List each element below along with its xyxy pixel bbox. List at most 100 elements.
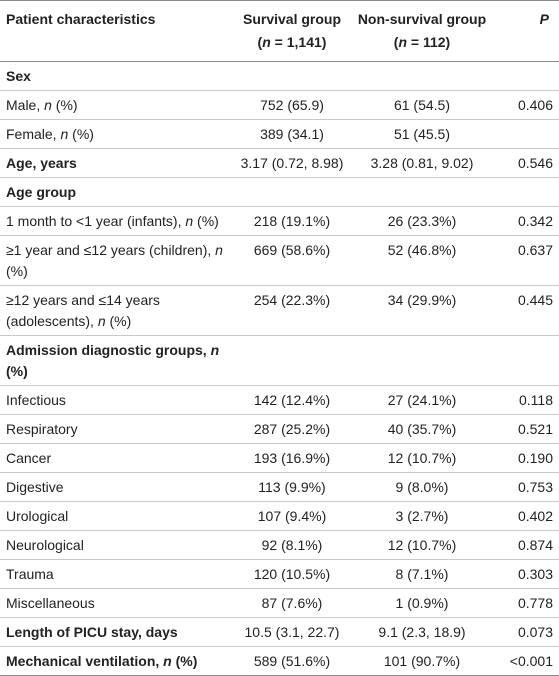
header-survival-n: (n = 1,141)	[232, 30, 352, 62]
table-row: Age group	[0, 177, 559, 207]
non-survival-value: 51 (45.5)	[352, 119, 492, 149]
p-value: 0.406	[492, 90, 559, 120]
table-row: Female, n (%) 389 (34.1) 51 (45.5)	[0, 119, 559, 149]
p-value	[492, 61, 559, 91]
row-label: Female, n (%)	[0, 119, 232, 149]
survival-value: 113 (9.9%)	[232, 472, 352, 502]
survival-value: 193 (16.9%)	[232, 443, 352, 473]
survival-value: 669 (58.6%)	[232, 235, 352, 286]
non-survival-value: 12 (10.7%)	[352, 443, 492, 473]
survival-value: 87 (7.6%)	[232, 588, 352, 618]
row-label: Digestive	[0, 472, 232, 502]
p-value: 0.118	[492, 385, 559, 415]
p-value: 0.778	[492, 588, 559, 618]
non-survival-value: 40 (35.7%)	[352, 414, 492, 444]
non-survival-value	[352, 177, 492, 207]
table-row: Cancer 193 (16.9%) 12 (10.7%) 0.190	[0, 443, 559, 473]
header-blank-p	[492, 30, 559, 62]
non-survival-value	[352, 61, 492, 91]
table-row: Male, n (%) 752 (65.9) 61 (54.5) 0.406	[0, 90, 559, 120]
table-row: Digestive 113 (9.9%) 9 (8.0%) 0.753	[0, 472, 559, 502]
non-survival-value: 101 (90.7%)	[352, 646, 492, 676]
p-value: 0.546	[492, 148, 559, 178]
p-value: 0.637	[492, 235, 559, 286]
non-survival-value: 61 (54.5)	[352, 90, 492, 120]
p-value: 0.874	[492, 530, 559, 560]
table-row: Neurological 92 (8.1%) 12 (10.7%) 0.874	[0, 530, 559, 560]
survival-value: 3.17 (0.72, 8.98)	[232, 148, 352, 178]
row-label: Miscellaneous	[0, 588, 232, 618]
non-survival-value: 27 (24.1%)	[352, 385, 492, 415]
row-label: Respiratory	[0, 414, 232, 444]
header-blank	[0, 30, 232, 62]
row-label: Male, n (%)	[0, 90, 232, 120]
p-value: 0.342	[492, 206, 559, 236]
survival-value: 92 (8.1%)	[232, 530, 352, 560]
row-label: Length of PICU stay, days	[0, 617, 232, 647]
table-row: Urological 107 (9.4%) 3 (2.7%) 0.402	[0, 501, 559, 531]
header-patient-characteristics: Patient characteristics	[0, 0, 232, 30]
table-row: Respiratory 287 (25.2%) 40 (35.7%) 0.521	[0, 414, 559, 444]
row-label: Urological	[0, 501, 232, 531]
p-value: 0.190	[492, 443, 559, 473]
survival-value: 254 (22.3%)	[232, 285, 352, 336]
table-row: ≥12 years and ≤14 years (adolescents), n…	[0, 285, 559, 336]
row-label: Sex	[0, 61, 232, 91]
survival-value	[232, 177, 352, 207]
row-label: Cancer	[0, 443, 232, 473]
row-label: Age group	[0, 177, 232, 207]
p-value: 0.073	[492, 617, 559, 647]
table-row: Length of PICU stay, days 10.5 (3.1, 22.…	[0, 617, 559, 647]
header-p-value: P	[492, 0, 559, 30]
survival-value: 287 (25.2%)	[232, 414, 352, 444]
non-survival-value: 52 (46.8%)	[352, 235, 492, 286]
survival-value: 10.5 (3.1, 22.7)	[232, 617, 352, 647]
non-survival-value: 8 (7.1%)	[352, 559, 492, 589]
header-non-survival-group: Non-survival group	[352, 0, 492, 30]
survival-value: 389 (34.1)	[232, 119, 352, 149]
row-label: ≥12 years and ≤14 years (adolescents), n…	[0, 285, 232, 336]
survival-value: 142 (12.4%)	[232, 385, 352, 415]
table-row: Age, years 3.17 (0.72, 8.98) 3.28 (0.81,…	[0, 148, 559, 178]
p-value: 0.303	[492, 559, 559, 589]
survival-value: 589 (51.6%)	[232, 646, 352, 676]
row-label: Trauma	[0, 559, 232, 589]
survival-value: 218 (19.1%)	[232, 206, 352, 236]
table-row: Infectious 142 (12.4%) 27 (24.1%) 0.118	[0, 385, 559, 415]
p-value: 0.753	[492, 472, 559, 502]
row-label: Admission diagnostic groups, n (%)	[0, 335, 232, 386]
table-row: 1 month to <1 year (infants), n (%) 218 …	[0, 206, 559, 236]
non-survival-value: 3.28 (0.81, 9.02)	[352, 148, 492, 178]
row-label: Neurological	[0, 530, 232, 560]
non-survival-value: 26 (23.3%)	[352, 206, 492, 236]
non-survival-value	[352, 335, 492, 386]
row-label: ≥1 year and ≤12 years (children), n (%)	[0, 235, 232, 286]
non-survival-value: 3 (2.7%)	[352, 501, 492, 531]
p-value	[492, 177, 559, 207]
table-row: ≥1 year and ≤12 years (children), n (%) …	[0, 235, 559, 286]
table-row: Admission diagnostic groups, n (%)	[0, 335, 559, 386]
row-label: Mechanical ventilation, n (%)	[0, 646, 232, 676]
non-survival-value: 34 (29.9%)	[352, 285, 492, 336]
row-label: Infectious	[0, 385, 232, 415]
table-row: Sex	[0, 61, 559, 91]
row-label: 1 month to <1 year (infants), n (%)	[0, 206, 232, 236]
table-row: Mechanical ventilation, n (%) 589 (51.6%…	[0, 646, 559, 676]
p-value	[492, 119, 559, 149]
row-label: Age, years	[0, 148, 232, 178]
survival-value	[232, 61, 352, 91]
non-survival-value: 9.1 (2.3, 18.9)	[352, 617, 492, 647]
p-value: 0.445	[492, 285, 559, 336]
header-survival-group: Survival group	[232, 0, 352, 30]
non-survival-value: 12 (10.7%)	[352, 530, 492, 560]
table-row: Trauma 120 (10.5%) 8 (7.1%) 0.303	[0, 559, 559, 589]
table-header: Patient characteristics Survival group N…	[0, 0, 559, 62]
non-survival-value: 1 (0.9%)	[352, 588, 492, 618]
header-non-survival-n: (n = 112)	[352, 30, 492, 62]
table-row: Miscellaneous 87 (7.6%) 1 (0.9%) 0.778	[0, 588, 559, 618]
survival-value	[232, 335, 352, 386]
survival-value: 752 (65.9)	[232, 90, 352, 120]
non-survival-value: 9 (8.0%)	[352, 472, 492, 502]
